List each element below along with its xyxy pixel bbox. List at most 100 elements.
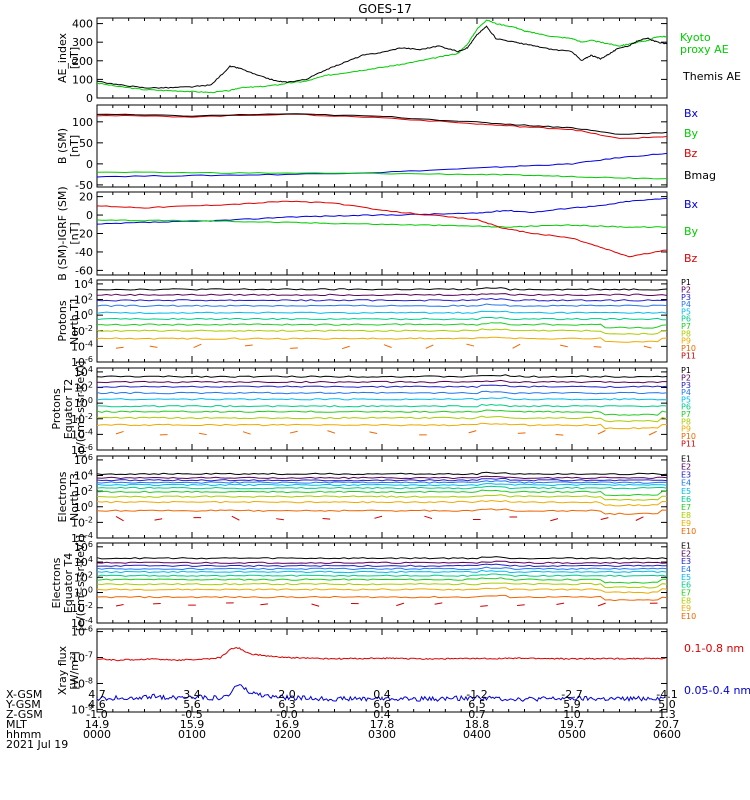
y-tick-label: 0 (86, 158, 93, 171)
legend-p7: P7 (681, 410, 691, 419)
legend-e10: E10 (681, 527, 696, 536)
series-line-xray-0 (96, 646, 666, 662)
series-line-p5 (96, 396, 668, 401)
series-line-bx (96, 198, 668, 225)
legend-p6: P6 (681, 403, 691, 412)
footer-row-value: 17.8 (369, 718, 395, 731)
legend-p9: P9 (681, 425, 691, 434)
series-line-p7 (96, 409, 668, 416)
legend-p7: P7 (681, 322, 691, 331)
sparse-segment (149, 345, 158, 348)
series-line-p4 (96, 390, 668, 395)
series-line-bz (96, 200, 668, 258)
sparse-segment (597, 430, 606, 435)
series-line-p5 (96, 310, 668, 314)
sparse-segment (198, 432, 207, 436)
footer-row-value: -1.0 (86, 708, 108, 721)
series-line-by (96, 219, 668, 229)
y-tick-label: 106 (74, 453, 93, 467)
series-line-kyoto-proxy-ae (96, 19, 668, 94)
sparse-segment (245, 344, 253, 347)
footer-row-value: 0200 (273, 728, 301, 741)
legend-e2: E2 (681, 549, 691, 558)
y-tick-label: 10-7 (71, 651, 93, 665)
y-tick-label: 10-2 (71, 601, 93, 615)
sparse-segment (648, 430, 657, 436)
y-tick-label: 10-6 (71, 625, 93, 639)
sparse-segment (593, 346, 602, 348)
series-line-p9 (96, 336, 668, 343)
series-line-e2 (96, 560, 668, 565)
series-line-bx (96, 152, 668, 178)
y-axis-label-3-line0: Protons (56, 300, 69, 341)
footer-row-value: 0100 (178, 728, 206, 741)
sparse-segment (290, 347, 298, 349)
legend-bmag: Bmag (684, 169, 716, 182)
footer-row-value: 0400 (463, 728, 491, 741)
series-line-e10 (96, 594, 668, 602)
footer-row-value: -1.2 (466, 688, 488, 701)
y-tick-label: 300 (72, 36, 93, 49)
series-line-e1 (96, 556, 668, 560)
y-axis-label-6-line1: Equator T4 (62, 553, 75, 613)
footer-row-label: Y-GSM (6, 698, 41, 711)
footer-row-value: -2.7 (561, 688, 583, 701)
series-line-themis-ae (96, 25, 668, 89)
legend-e5: E5 (681, 487, 691, 496)
sparse-segment (260, 603, 269, 606)
series-line-e4 (96, 566, 668, 571)
footer-row-value: 0.7 (468, 708, 486, 721)
y-tick-label: 104 (74, 555, 93, 569)
footer-row-value: 15.9 (179, 718, 205, 731)
series-line-p2 (96, 293, 668, 297)
legend-e1: E1 (681, 541, 691, 550)
y-axis-label-4-line1: Equator T2 (62, 379, 75, 439)
y-axis-label-3-line1: North T1 (68, 297, 81, 345)
series-line-p2 (96, 379, 667, 384)
y-tick-label: -50 (75, 179, 93, 192)
chart-title: GOES-17 (358, 2, 412, 16)
legend-e8: E8 (681, 596, 691, 605)
sparse-segment (635, 516, 644, 521)
series-line-xray-1 (96, 684, 666, 702)
y-axis-label-4-line0: Protons (50, 388, 63, 429)
footer-row-value: 5.9 (563, 698, 581, 711)
footer-row-value: 4.6 (88, 698, 106, 711)
series-line-p1 (96, 374, 668, 378)
footer-row-value: 6.3 (278, 698, 296, 711)
legend-e2: E2 (681, 463, 691, 472)
sparse-segment (512, 343, 521, 349)
y-tick-label: 104 (74, 365, 93, 379)
y-tick-label: 10-4 (71, 427, 93, 441)
series-line-e5 (96, 483, 668, 487)
legend-p3: P3 (681, 293, 691, 302)
y-axis-label-2-line1: [nT] (68, 222, 81, 244)
legend-e3: E3 (681, 471, 691, 480)
y-tick-label: 100 (72, 73, 93, 86)
series-line-by (96, 171, 668, 180)
series-line-p3 (96, 384, 668, 388)
y-tick-label: 104 (74, 469, 93, 483)
y-tick-label: 10-8 (71, 676, 93, 690)
sparse-segment (311, 603, 320, 607)
series-line-p6 (96, 403, 668, 408)
y-axis-label-5-line1: North T3 (68, 473, 81, 521)
sparse-segment (425, 344, 434, 349)
legend-e6: E6 (681, 581, 691, 590)
legend-e10: E10 (681, 612, 696, 621)
y-tick-label: 102 (74, 484, 93, 498)
sparse-segment (396, 602, 405, 607)
y-axis-label-5-line0: Electrons (56, 471, 69, 522)
legend-p5: P5 (681, 395, 691, 404)
legend-p10: P10 (681, 344, 696, 353)
sparse-segment (322, 517, 331, 520)
y-axis-label-7-line1: [W/m²] (68, 651, 81, 689)
orbit-footer: X-GSM 4.7 3.4 2.0 0.4 -1.2 -2.7 -4.1 Y-GSM 4.6 5.6… (0, 688, 750, 800)
y-tick-label: 100 (74, 586, 93, 600)
legend-e6: E6 (681, 495, 691, 504)
legend-p2: P2 (681, 285, 691, 294)
footer-row-value: 5.0 (658, 698, 676, 711)
sparse-segment (643, 345, 652, 349)
sparse-segment (374, 515, 383, 519)
series-line-bz (96, 113, 668, 139)
